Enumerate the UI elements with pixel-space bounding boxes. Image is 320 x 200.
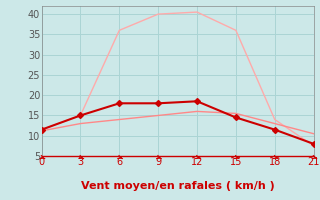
X-axis label: Vent moyen/en rafales ( km/h ): Vent moyen/en rafales ( km/h ) <box>81 181 275 191</box>
